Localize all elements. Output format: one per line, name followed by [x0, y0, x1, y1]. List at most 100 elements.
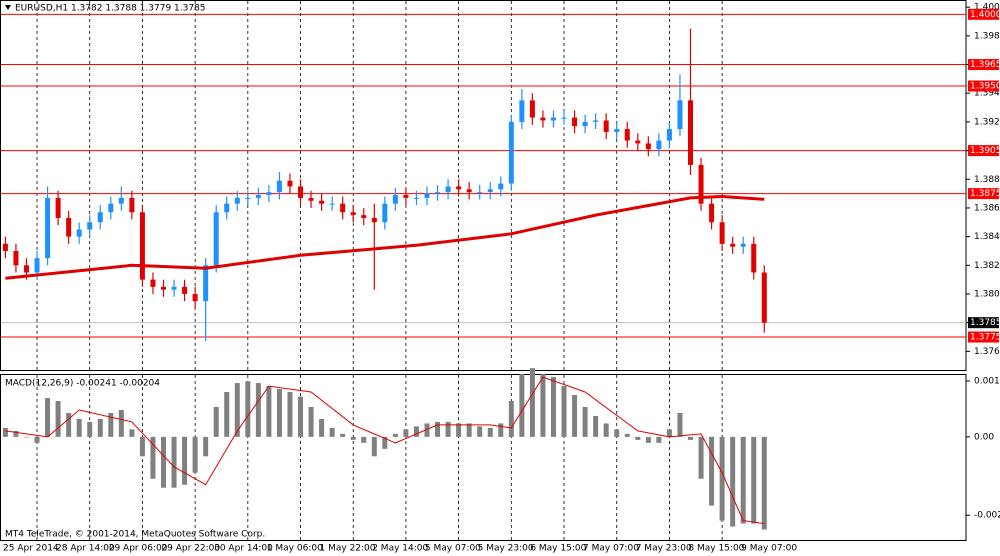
histogram-bar [192, 436, 198, 473]
candle-body [487, 189, 493, 193]
candle-body [529, 100, 535, 118]
histogram-bar [139, 436, 145, 457]
histogram-bar [66, 412, 72, 437]
candle-body [255, 195, 261, 198]
candle-body [287, 180, 293, 187]
candle-body [424, 193, 430, 198]
histogram-bar [129, 429, 135, 437]
histogram-bar [424, 423, 430, 437]
histogram-bar [287, 392, 293, 437]
y-tick-label: 1.3925 [974, 117, 1000, 127]
histogram-bar [382, 436, 388, 449]
candle-body [371, 217, 377, 223]
candle-body [477, 192, 483, 194]
histogram-bar [561, 386, 567, 437]
main-panel [0, 0, 967, 371]
candle-body [572, 117, 578, 127]
candle-body [224, 203, 230, 213]
candle-body [561, 117, 567, 119]
histogram-bar [224, 392, 230, 437]
candle-body [540, 117, 546, 121]
candle-body [498, 183, 504, 190]
histogram-bar [413, 426, 419, 437]
histogram-bar [255, 383, 261, 437]
x-tick-label: 2 May 14:00 [372, 544, 428, 554]
histogram-bar [55, 401, 61, 437]
x-tick-label: 5 May 23:00 [478, 544, 534, 554]
price-level-box [968, 80, 999, 92]
x-tick-label: 29 Apr 06:00 [109, 544, 168, 554]
candle-body [234, 197, 240, 204]
histogram-bar [761, 436, 767, 530]
histogram-bar [329, 427, 335, 437]
candle-body [413, 197, 419, 199]
current-price-box [968, 317, 999, 329]
histogram-bar [182, 436, 188, 485]
candle-body [645, 143, 651, 150]
histogram-bar [624, 433, 630, 437]
x-tick-label: 29 Apr 22:00 [161, 544, 220, 554]
candle-body [108, 203, 114, 213]
histogram-bar [13, 430, 19, 437]
candle-body [445, 186, 451, 193]
candle-body [688, 100, 693, 165]
x-tick-label: 8 May 15:00 [688, 544, 744, 554]
histogram-bar [340, 433, 346, 437]
histogram-bar [740, 436, 746, 524]
price-level-label: 1.3775 [970, 333, 1000, 343]
histogram-bar [719, 436, 725, 521]
y-tick-label: 1.3845 [974, 232, 1000, 242]
candle-body [698, 164, 704, 204]
candle-body [203, 265, 209, 302]
histogram-bar [477, 426, 483, 437]
candle-body [13, 250, 19, 266]
menu-arrow[interactable] [5, 5, 11, 10]
histogram-bar [688, 436, 693, 440]
histogram-bar [266, 386, 272, 437]
histogram-bar [45, 398, 51, 437]
candle-body [45, 197, 51, 259]
chart-title: EURUSD,H1 1.3782 1.3788 1.3779 1.3785 [15, 4, 206, 14]
y-tick-label: 1.3825 [974, 261, 1000, 271]
y-tick-label: 1.3945 [974, 89, 1000, 99]
x-tick-label: 1 May 22:00 [320, 544, 376, 554]
y-tick-label: 1.4005 [974, 3, 1000, 13]
histogram-bar [508, 401, 514, 437]
histogram-bar [435, 421, 441, 437]
candle-body [76, 229, 82, 237]
candle-body [298, 186, 304, 198]
histogram-bar [108, 412, 114, 437]
candle-body [171, 286, 177, 290]
price-level-label: 1.4000 [970, 10, 1000, 20]
candle-body [350, 212, 356, 216]
histogram-bar [519, 374, 525, 437]
candle-body [582, 121, 588, 127]
price-level-box [968, 331, 999, 343]
candle-body [635, 140, 641, 144]
candle-body [435, 192, 441, 194]
candle-body [614, 129, 620, 132]
candle-body [245, 197, 251, 199]
candle-body [603, 120, 609, 132]
histogram-bar [445, 421, 451, 437]
candle-body [751, 243, 757, 273]
histogram-bar [666, 429, 672, 437]
histogram-bar [614, 429, 620, 437]
candle-body [466, 189, 472, 193]
candle-body [139, 212, 145, 280]
x-tick-label: 9 May 07:00 [741, 544, 797, 554]
histogram-bar [603, 423, 609, 437]
histogram-bar [203, 436, 209, 457]
candle-body [719, 222, 725, 244]
histogram-bar [498, 423, 504, 437]
y-tick-label: 1.3865 [974, 203, 1000, 213]
candle-body [213, 212, 219, 266]
candle-body [740, 243, 746, 247]
histogram-bar [392, 433, 398, 437]
price-level-label: 1.3875 [970, 189, 1000, 199]
candle-body [319, 200, 325, 204]
candle-body [519, 100, 525, 122]
histogram-bar [23, 436, 29, 438]
candle-body [182, 286, 188, 294]
candle-body [97, 212, 103, 223]
